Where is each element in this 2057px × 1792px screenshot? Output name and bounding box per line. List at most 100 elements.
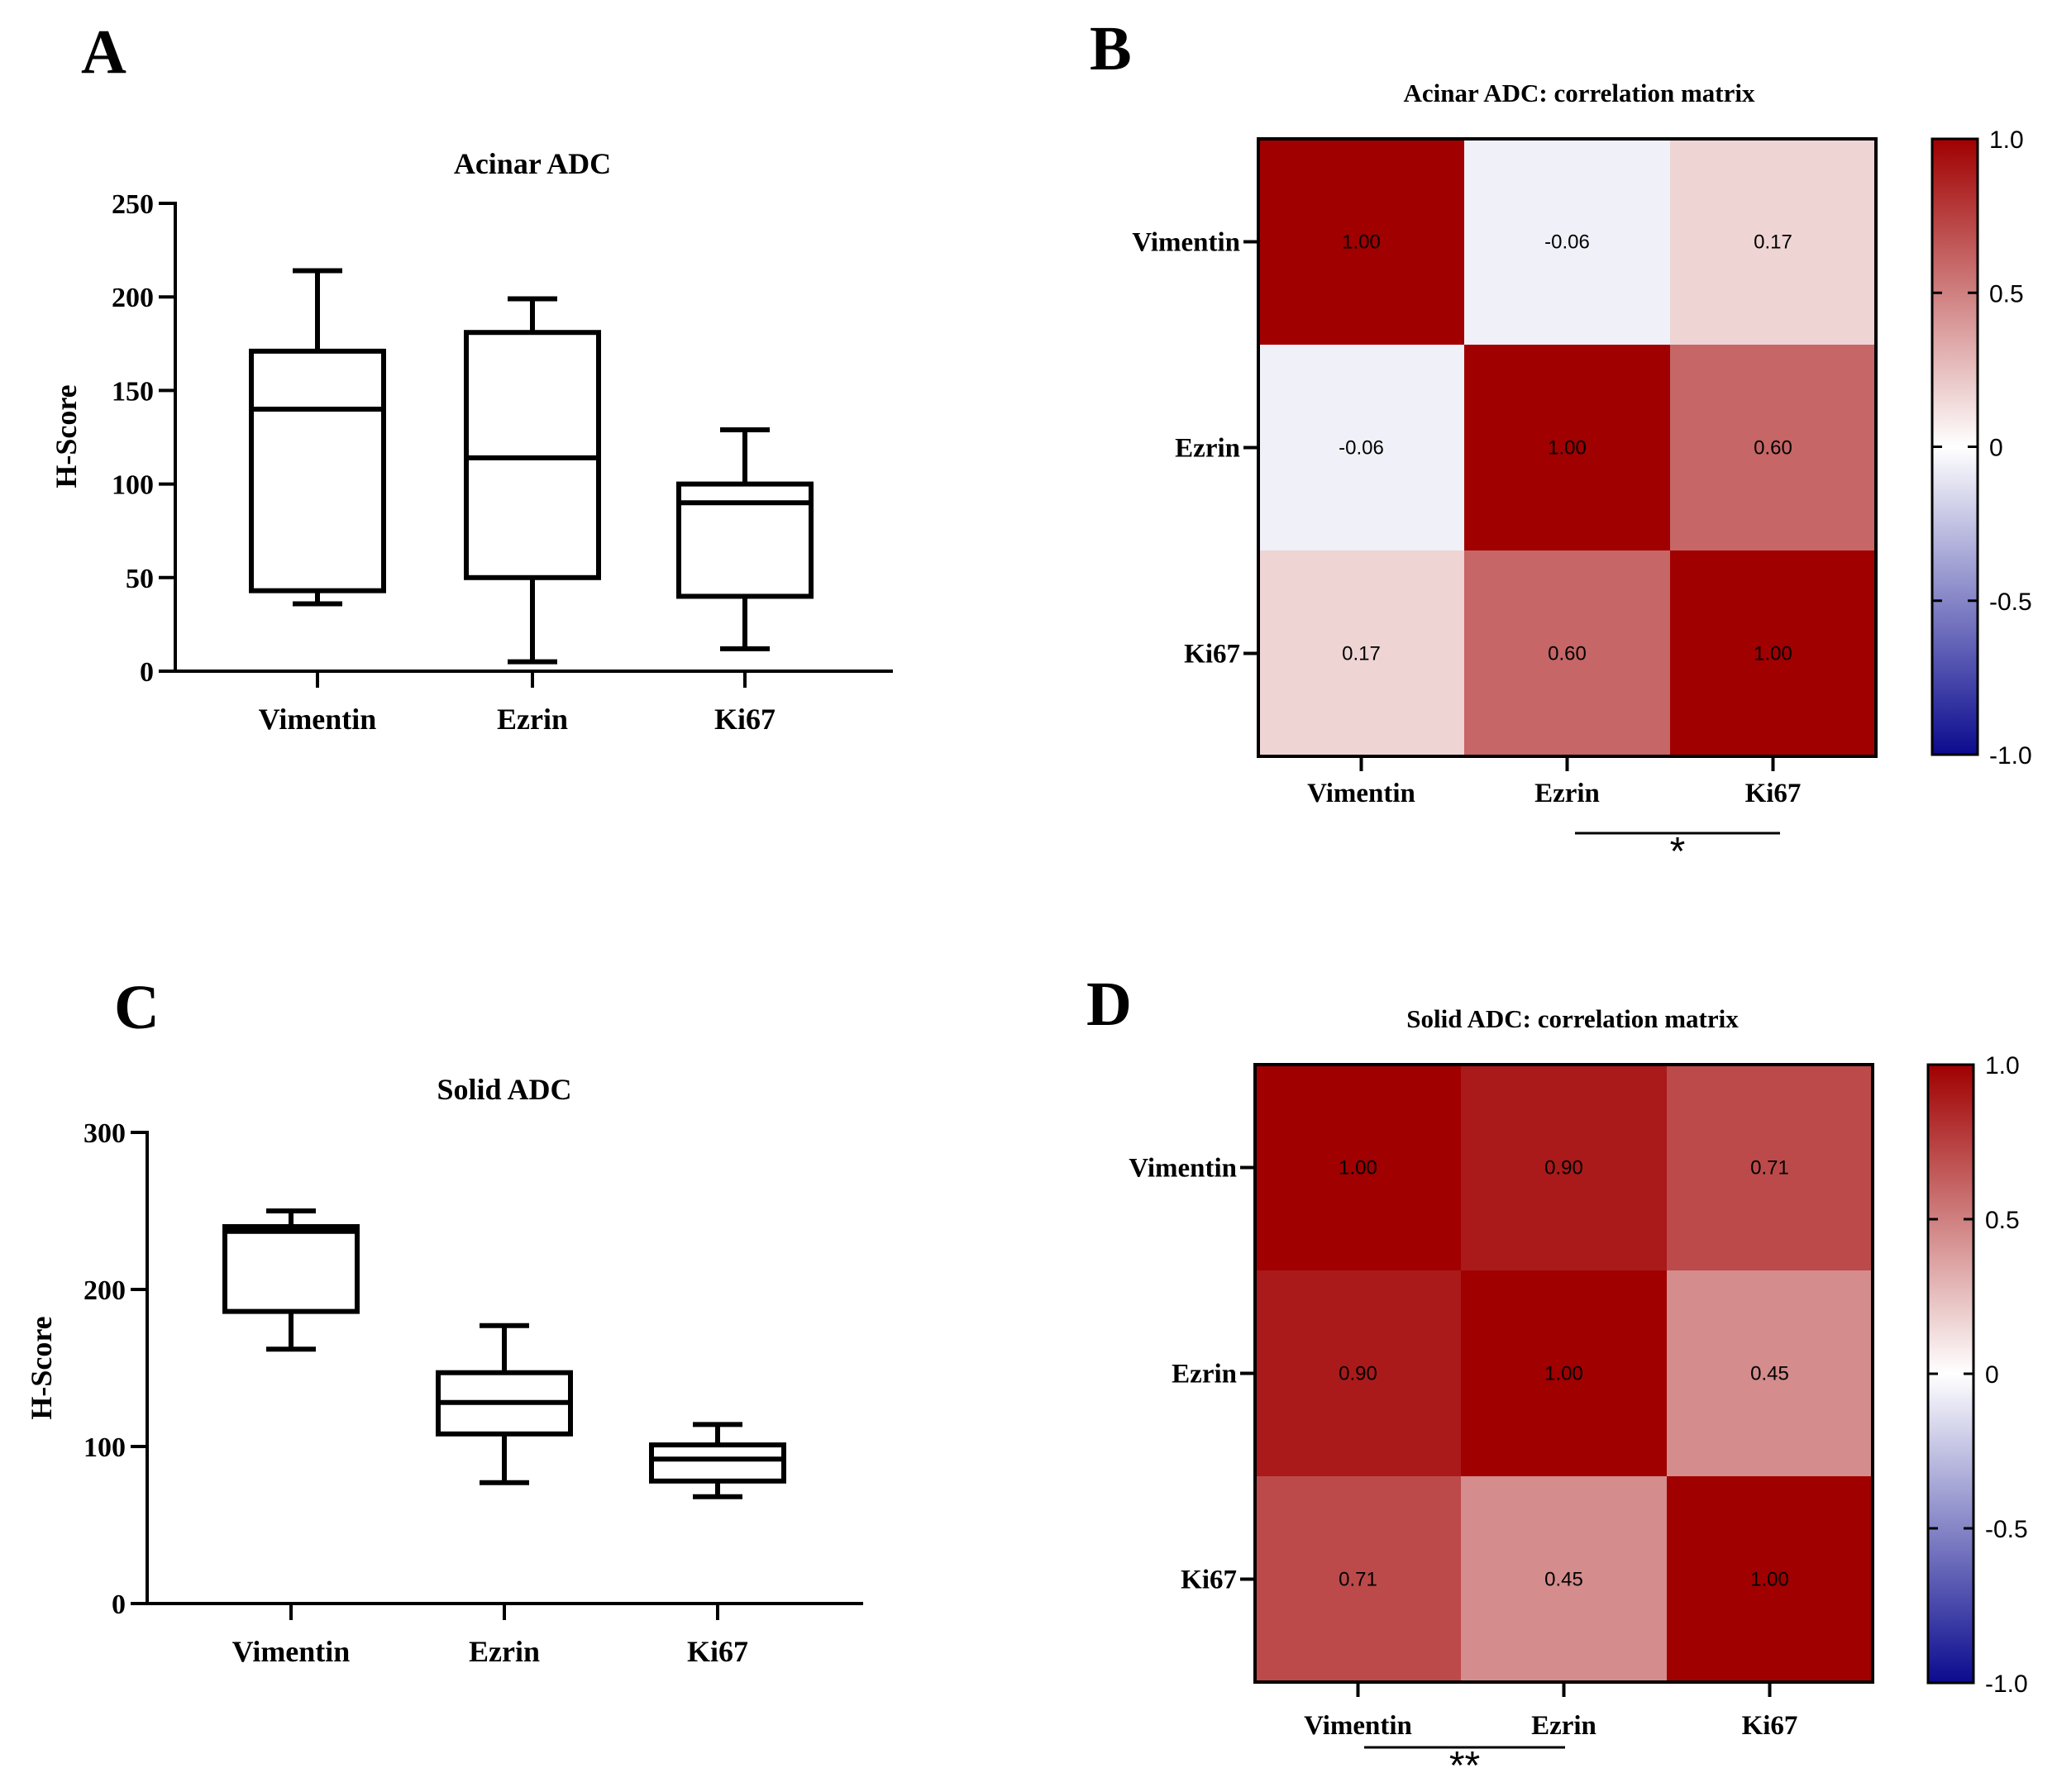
panel-d-colorbar: 1.0 0.5 0 -0.5 -1.0	[1926, 1052, 2028, 1698]
b-cell-value-ki67-vimentin: 0.17	[1342, 643, 1381, 665]
panel-b-significance: *	[1575, 830, 1780, 874]
c-x-label-vimentin: Vimentin	[232, 1635, 351, 1668]
b-colorbar-tick-label-1-0: 1.0	[1989, 126, 2024, 154]
b-cell-vimentin-ki67	[1670, 139, 1877, 346]
panel-b-heatmap: Acinar ADC: correlation matrix 1.00 -0.06…	[1132, 79, 2031, 874]
d-cell-value-ki67-vimentin: 0.71	[1339, 1569, 1377, 1591]
panel-d-label-layer: Vimentin Vimentin Ezrin Ezrin Ki67 Ki67	[1129, 1154, 1797, 1742]
panel-c-box-layer	[222, 1208, 786, 1499]
b-y-label-vimentin: Vimentin	[1132, 228, 1240, 258]
d-cell-vimentin-ezrin	[1461, 1065, 1668, 1271]
b-y-label-ezrin: Ezrin	[1175, 434, 1240, 464]
b-cell-ki67-vimentin	[1258, 550, 1465, 757]
panel-b-colorbar: 1.0 0.5 0 -0.5 -1.0	[1931, 126, 2032, 770]
b-cell-ki67-ki67	[1670, 550, 1877, 757]
a-iqr-box-vimentin	[249, 348, 386, 593]
d-colorbar-tick-label-1-0: 1.0	[1985, 1052, 2020, 1079]
a-y-tick-label-150: 150	[112, 376, 154, 407]
panel-d-title: Solid ADC: correlation matrix	[1406, 1004, 1739, 1033]
c-iqr-box-vimentin	[222, 1224, 360, 1314]
d-cell-value-ki67-ki67: 1.00	[1750, 1569, 1789, 1591]
b-cell-ki67-ezrin	[1464, 550, 1671, 757]
b-cell-vimentin-vimentin	[1258, 139, 1465, 346]
d-cell-value-ezrin-vimentin: 0.90	[1339, 1363, 1377, 1385]
a-y-tick-label-50: 50	[126, 564, 154, 594]
d-cell-ezrin-ezrin	[1461, 1270, 1668, 1477]
b-significance-label: *	[1670, 830, 1686, 874]
d-significance-label: **	[1449, 1744, 1480, 1788]
d-cell-value-ki67-ezrin: 0.45	[1544, 1569, 1583, 1591]
b-cell-value-ki67-ezrin: 0.60	[1548, 643, 1587, 665]
b-x-label-vimentin: Vimentin	[1307, 779, 1415, 808]
a-iqr-box-ezrin	[464, 330, 601, 580]
b-x-label-ki67: Ki67	[1745, 779, 1802, 808]
panel-a-boxplot: Acinar ADC H-Score 0 50 100 150 200 250 Viment…	[50, 147, 893, 736]
b-cell-value-ki67-ki67: 1.00	[1754, 643, 1792, 665]
d-x-label-vimentin: Vimentin	[1304, 1711, 1412, 1741]
d-cell-value-vimentin-vimentin: 1.00	[1339, 1157, 1377, 1180]
d-cell-value-vimentin-ezrin: 0.90	[1544, 1157, 1583, 1180]
c-x-label-ezrin: Ezrin	[469, 1635, 540, 1668]
d-colorbar-tick-label-0-5: 0.5	[1985, 1207, 2020, 1234]
a-x-label-ezrin: Ezrin	[497, 703, 568, 736]
d-colorbar-tick-label-0-5: -0.5	[1985, 1516, 2028, 1543]
a-y-tick-label-200: 200	[112, 283, 154, 313]
panel-c-boxplot: Solid ADC H-Score 0 100 200 300 Vimentin Ezri…	[25, 1073, 863, 1668]
c-box-vimentin	[222, 1208, 360, 1352]
panel-d-cell-layer: 1.00 0.90 0.71 0.90 1.00 0.45 0.71 0.45 1.00	[1253, 1063, 1874, 1684]
a-x-label-ki67: Ki67	[714, 703, 776, 736]
d-y-label-ki67: Ki67	[1181, 1566, 1237, 1595]
panel-a-y-axis-label: H-Score	[50, 384, 83, 488]
d-x-label-ezrin: Ezrin	[1531, 1711, 1596, 1741]
b-x-label-ezrin: Ezrin	[1534, 779, 1600, 808]
b-cell-value-vimentin-vimentin: 1.00	[1342, 231, 1381, 254]
b-colorbar-tick-label-0: 0	[1989, 435, 2003, 462]
b-cell-value-vimentin-ezrin: -0.06	[1544, 231, 1590, 254]
a-box-ezrin	[464, 296, 601, 665]
d-cell-ezrin-vimentin	[1255, 1270, 1462, 1477]
c-y-tick-label-200: 200	[84, 1275, 126, 1306]
panel-b-title: Acinar ADC: correlation matrix	[1403, 79, 1755, 107]
panel-b-label-layer: Vimentin Vimentin Ezrin Ezrin Ki67 Ki67	[1132, 228, 1801, 809]
a-y-tick-label-0: 0	[140, 657, 154, 688]
d-cell-vimentin-ki67	[1667, 1065, 1873, 1271]
c-box-ki67	[649, 1422, 786, 1499]
d-y-label-vimentin: Vimentin	[1129, 1154, 1237, 1184]
panel-letter-b: B	[1090, 14, 1132, 83]
d-cell-value-vimentin-ki67: 0.71	[1750, 1157, 1789, 1180]
b-colorbar-tick-label-1-0: -1.0	[1989, 742, 2032, 770]
b-cell-value-ezrin-ki67: 0.60	[1754, 437, 1792, 460]
a-y-tick-label-100: 100	[112, 470, 154, 501]
c-iqr-box-ki67	[649, 1442, 786, 1484]
d-colorbar-tick-label-0: 0	[1985, 1361, 1999, 1389]
b-colorbar-tick-label-0-5: -0.5	[1989, 589, 2032, 616]
panel-c-title: Solid ADC	[437, 1073, 571, 1106]
c-y-tick-label-300: 300	[84, 1118, 126, 1149]
panel-letter-d: D	[1086, 970, 1132, 1039]
d-colorbar-tick-label-1-0: -1.0	[1985, 1670, 2028, 1698]
d-cell-value-ezrin-ezrin: 1.00	[1544, 1363, 1583, 1385]
panel-a-title: Acinar ADC	[454, 147, 611, 180]
c-x-label-ki67: Ki67	[687, 1635, 748, 1668]
panel-b-cell-layer: 1.00 -0.06 0.17 -0.06 1.00 0.60 0.17 0.60 1.00	[1257, 137, 1878, 758]
b-y-label-ki67: Ki67	[1184, 640, 1240, 670]
panel-a-box-layer	[249, 268, 814, 665]
panel-letter-a: A	[81, 17, 126, 87]
a-box-vimentin	[249, 268, 386, 607]
d-x-label-ki67: Ki67	[1742, 1711, 1798, 1741]
b-cell-vimentin-ezrin	[1464, 139, 1671, 346]
b-cell-ezrin-ki67	[1670, 345, 1877, 551]
a-box-ki67	[676, 427, 814, 651]
a-x-label-vimentin: Vimentin	[259, 703, 377, 736]
panel-letter-c: C	[114, 973, 160, 1042]
b-cell-value-ezrin-vimentin: -0.06	[1339, 437, 1384, 460]
d-cell-ezrin-ki67	[1667, 1270, 1873, 1477]
b-cell-value-ezrin-ezrin: 1.00	[1548, 437, 1587, 460]
b-cell-value-vimentin-ki67: 0.17	[1754, 231, 1792, 254]
panel-c-y-axis-label: H-Score	[25, 1316, 58, 1419]
panel-d-significance: **	[1364, 1744, 1565, 1788]
c-y-tick-label-0: 0	[112, 1589, 126, 1620]
b-cell-ezrin-vimentin	[1258, 345, 1465, 551]
panel-c-axis-layer: 0 100 200 300 Vimentin Ezrin Ki67	[84, 1118, 863, 1668]
